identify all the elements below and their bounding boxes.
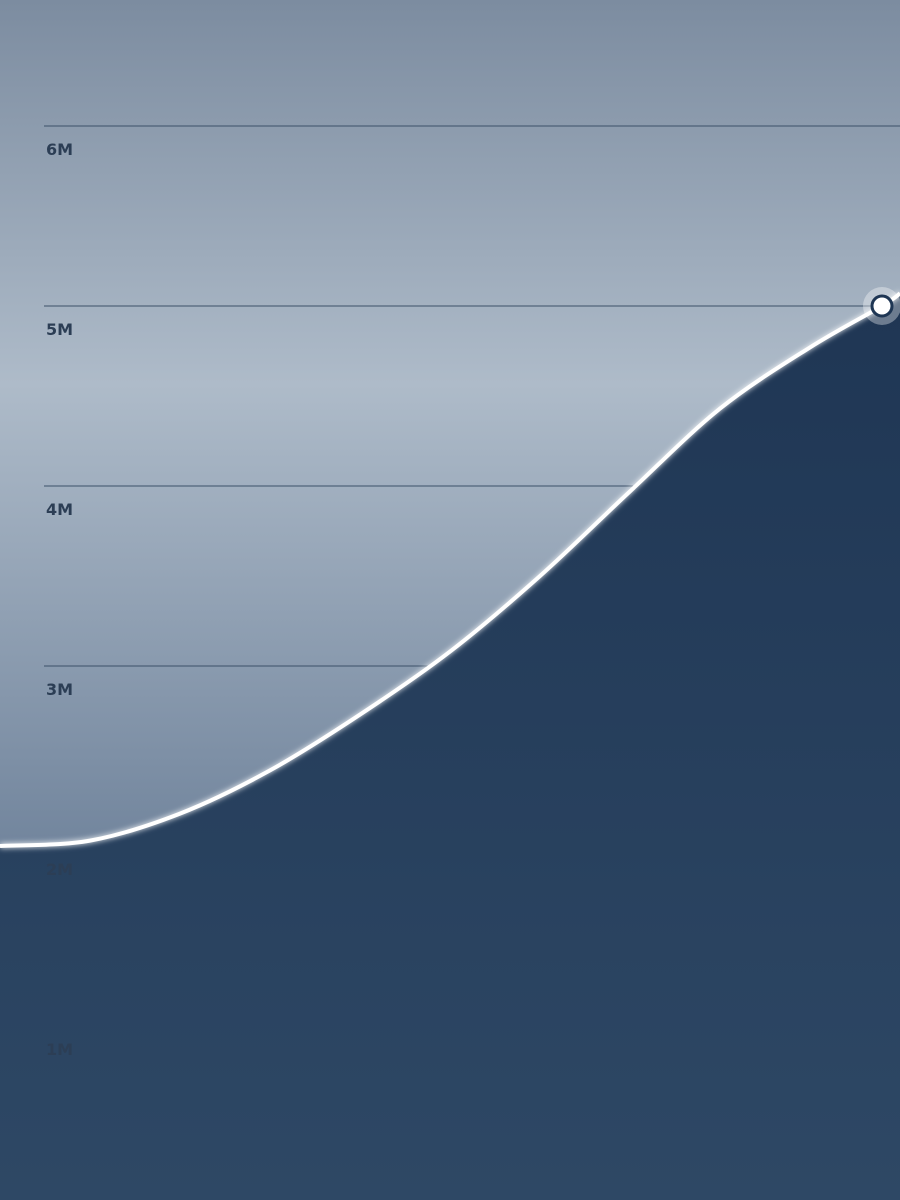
y-tick-label-4M: 4M — [46, 500, 73, 519]
y-tick-label-5M: 5M — [46, 320, 73, 339]
highlight-marker[interactable] — [863, 287, 900, 325]
data-point-marker[interactable] — [870, 294, 894, 318]
series-line — [0, 291, 900, 848]
y-tick-label-6M: 6M — [46, 140, 73, 159]
area-fill — [0, 293, 900, 1200]
y-axis-tick-labels: 6M 5M 4M 3M 2M 1M — [46, 140, 73, 1059]
y-tick-label-3M: 3M — [46, 680, 73, 699]
y-tick-label-2M: 2M — [46, 860, 73, 879]
y-tick-label-1M: 1M — [46, 1040, 73, 1059]
